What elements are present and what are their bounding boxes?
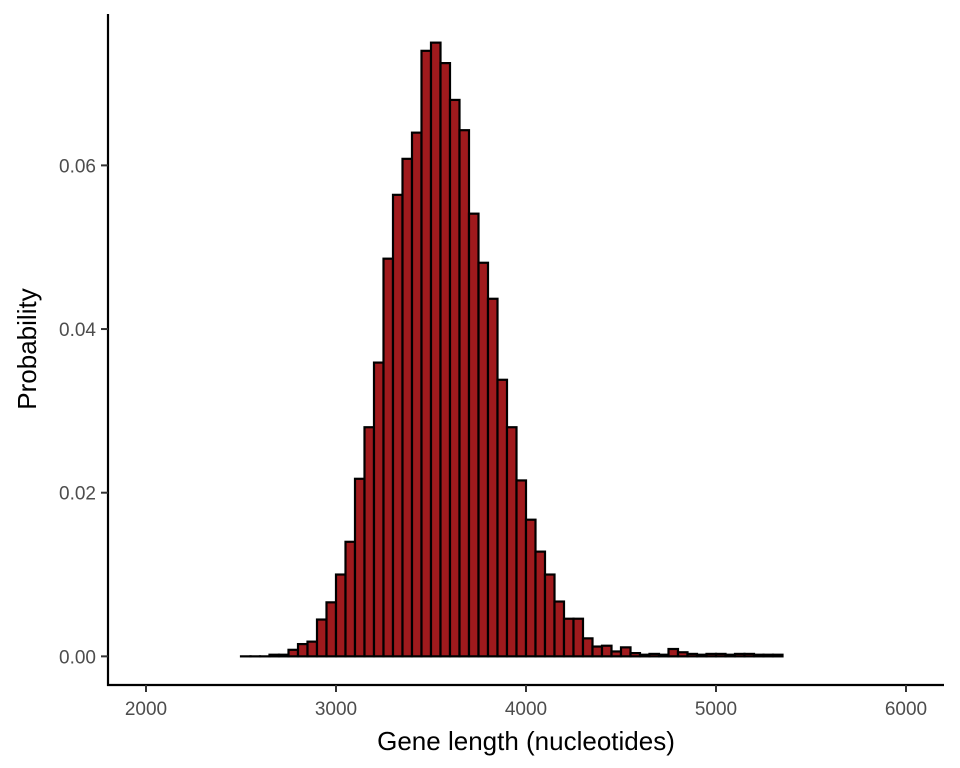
histogram-bar — [372, 361, 385, 658]
histogram-bar — [353, 477, 366, 658]
histogram-bar — [733, 652, 746, 658]
histogram-bar — [505, 426, 518, 658]
histogram-bar — [752, 653, 765, 658]
histogram-bar — [363, 426, 376, 658]
histogram-bar — [629, 651, 642, 658]
histogram-bar — [420, 49, 433, 658]
x-tick-label: 3000 — [315, 699, 357, 720]
histogram-bar — [534, 550, 547, 658]
histogram-bar — [743, 652, 756, 658]
histogram-bar — [572, 617, 585, 658]
y-axis-title: Probability — [12, 288, 42, 409]
ticks-layer: 2000 3000 4000 5000 6000 0.00 0.02 0.04 0.06 — [59, 156, 927, 720]
histogram-bar — [448, 98, 461, 658]
histogram-bar — [600, 644, 613, 658]
histogram-bar — [325, 601, 338, 658]
histogram-bar — [315, 618, 328, 658]
histogram-bar — [287, 648, 300, 658]
histogram-bar — [382, 257, 395, 658]
histogram-bar — [467, 212, 480, 658]
histogram-bar — [686, 652, 699, 658]
y-tick-label: 0.00 — [59, 647, 96, 668]
histogram-bar — [496, 378, 509, 658]
y-tick-label: 0.06 — [59, 156, 96, 177]
histogram-bar — [277, 653, 290, 658]
histogram-bar — [705, 652, 718, 658]
histogram-bar — [648, 652, 661, 658]
histogram-bar — [401, 157, 414, 658]
x-tick-label: 6000 — [885, 699, 927, 720]
histogram-bar — [724, 653, 737, 658]
histogram-bar — [581, 637, 594, 658]
histogram-bar — [657, 653, 670, 658]
histogram-bar — [268, 653, 281, 658]
histogram-bar — [524, 518, 537, 658]
x-tick-label: 4000 — [505, 699, 547, 720]
histogram-bar — [695, 653, 708, 658]
histogram-bar — [610, 650, 623, 658]
histogram-bar — [553, 600, 566, 658]
x-tick-label: 2000 — [125, 699, 167, 720]
histogram-bar — [439, 61, 452, 658]
histogram-bar — [344, 540, 357, 658]
histogram-bar — [714, 652, 727, 658]
histogram-bar — [429, 41, 442, 658]
y-tick-label: 0.04 — [59, 320, 96, 341]
histogram-bar — [477, 261, 490, 658]
bars-layer — [239, 41, 784, 658]
histogram-bar — [334, 573, 347, 658]
histogram-bar — [410, 131, 423, 658]
histogram-bar — [771, 653, 784, 658]
histogram-bar — [619, 646, 632, 658]
histogram-bar — [515, 479, 528, 658]
histogram-bar — [667, 647, 680, 658]
histogram-bar — [676, 651, 689, 658]
histogram-bar — [486, 297, 499, 658]
histogram-bar — [391, 193, 404, 658]
y-tick-label: 0.02 — [59, 484, 96, 505]
histogram-bar — [306, 640, 319, 658]
histogram-bar — [762, 653, 775, 658]
x-axis-title: Gene length (nucleotides) — [377, 726, 675, 756]
histogram-bar — [458, 129, 471, 658]
histogram-bar — [591, 645, 604, 658]
x-tick-label: 5000 — [695, 699, 737, 720]
histogram-bar — [543, 573, 556, 658]
histogram-bar — [562, 617, 575, 658]
histogram-bar — [638, 653, 651, 658]
histogram-bar — [296, 642, 309, 658]
